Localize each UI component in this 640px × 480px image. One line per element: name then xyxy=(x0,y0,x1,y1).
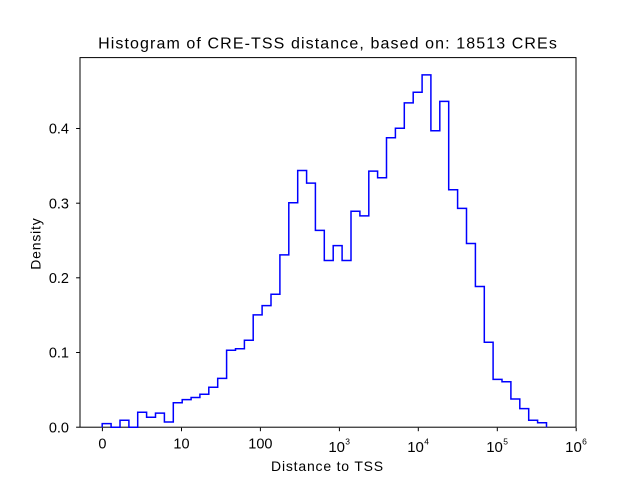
svg-text:0.3: 0.3 xyxy=(49,196,69,212)
svg-text:10: 10 xyxy=(173,436,189,452)
svg-text:Histogram of CRE-TSS distance,: Histogram of CRE-TSS distance, based on:… xyxy=(98,35,558,52)
svg-text:100: 100 xyxy=(248,436,272,452)
svg-text:10: 10 xyxy=(486,439,503,456)
svg-text:5: 5 xyxy=(503,436,508,446)
svg-text:0.0: 0.0 xyxy=(49,420,69,436)
svg-text:0: 0 xyxy=(98,436,106,452)
svg-text:Density: Density xyxy=(28,217,44,269)
svg-text:0.2: 0.2 xyxy=(49,271,69,287)
svg-text:0.4: 0.4 xyxy=(49,122,69,138)
svg-text:Distance to TSS: Distance to TSS xyxy=(271,458,384,474)
svg-text:10: 10 xyxy=(565,439,582,456)
svg-text:6: 6 xyxy=(582,436,587,446)
svg-text:10: 10 xyxy=(328,439,345,456)
svg-text:3: 3 xyxy=(345,436,350,446)
svg-text:4: 4 xyxy=(424,436,429,446)
svg-text:10: 10 xyxy=(407,439,424,456)
svg-text:0.1: 0.1 xyxy=(49,346,69,362)
